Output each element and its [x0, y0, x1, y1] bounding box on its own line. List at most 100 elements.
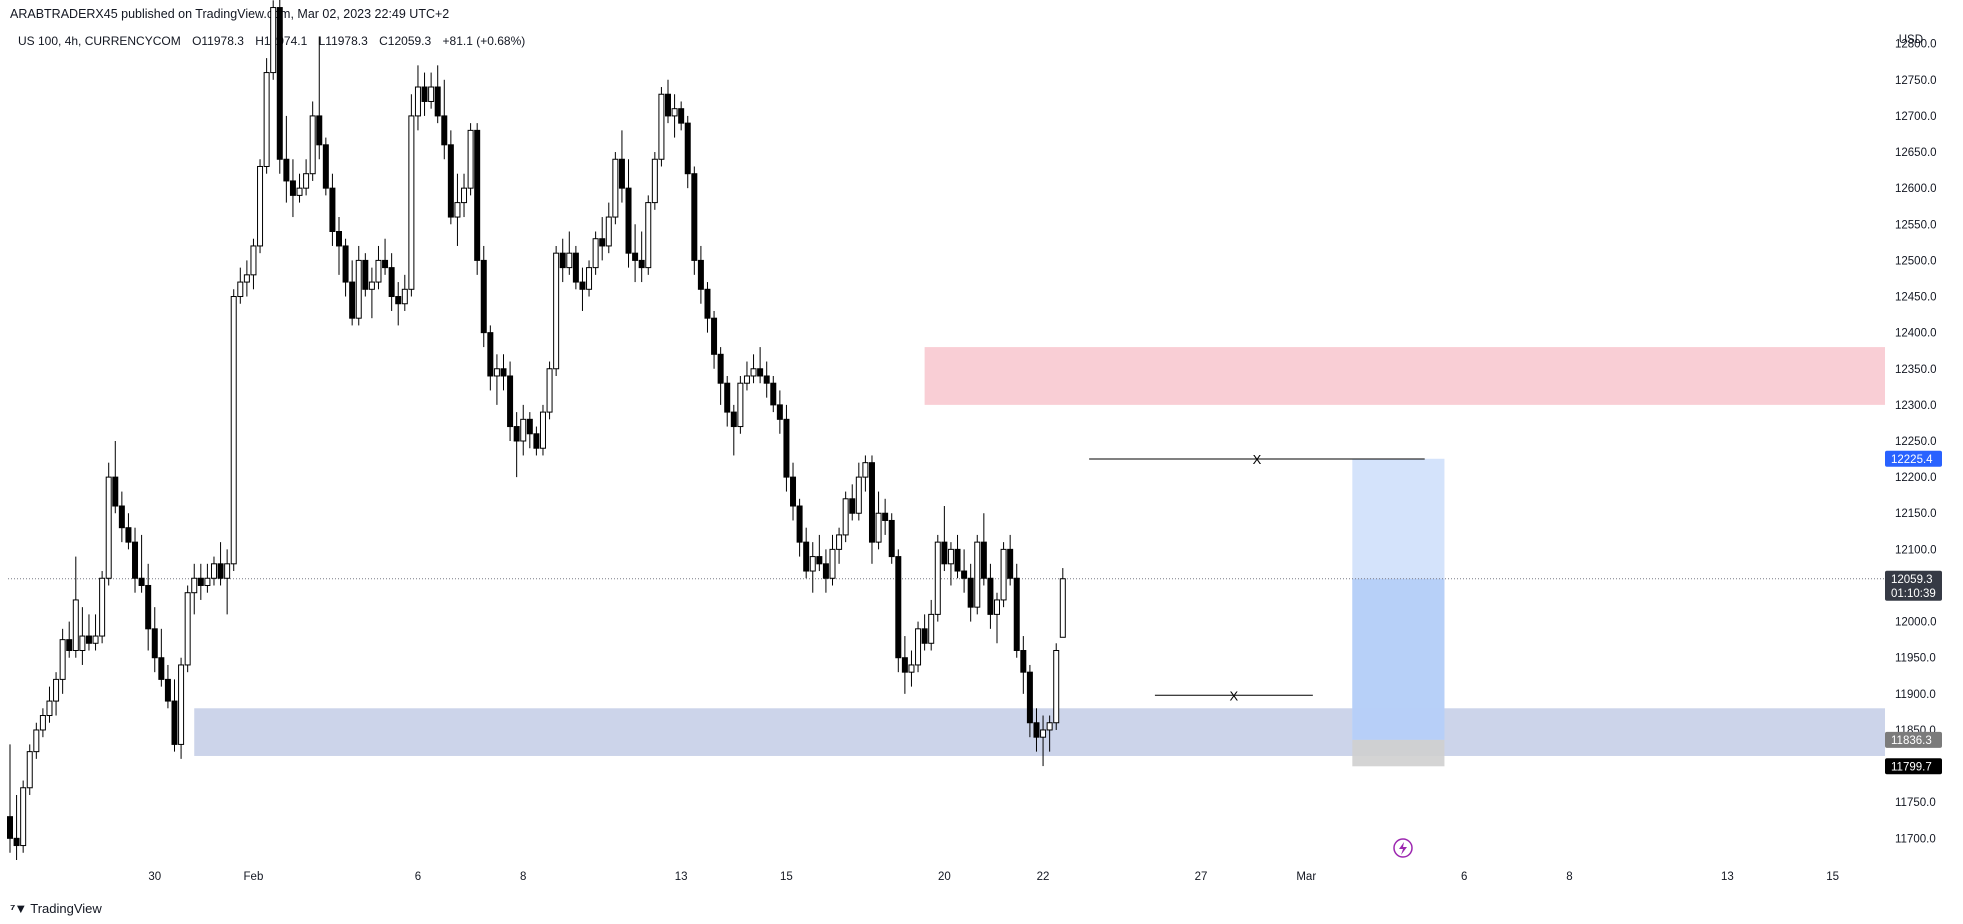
- y-tick-label: 12400.0: [1895, 328, 1937, 340]
- candle-body: [461, 187, 468, 204]
- supply-zone: [924, 347, 1885, 405]
- candle-body: [289, 180, 296, 196]
- y-tick-label: 12300.0: [1895, 400, 1937, 412]
- candle-body: [553, 252, 560, 370]
- y-tick-label: 12200.0: [1895, 472, 1937, 484]
- candle-body: [1040, 729, 1047, 738]
- y-tick-label: 12600.0: [1895, 183, 1937, 195]
- y-tick-label: 12550.0: [1895, 219, 1937, 231]
- candle-body: [1000, 548, 1007, 601]
- candle-body: [855, 476, 862, 514]
- candle-body: [263, 72, 270, 167]
- x-tick-label: Feb: [244, 871, 264, 883]
- candle-body: [862, 462, 869, 478]
- candle-body: [520, 418, 527, 442]
- candle-body: [671, 108, 678, 117]
- price-label-text: 11799.7: [1891, 761, 1932, 773]
- legend-symbol[interactable]: US 100, 4h, CURRENCYCOM: [18, 34, 181, 48]
- candle-body: [717, 353, 724, 384]
- annotations-layer: XX: [1089, 452, 1425, 703]
- candle-body: [586, 267, 593, 290]
- candle-body: [638, 259, 645, 269]
- candle-body: [803, 541, 810, 572]
- candle-body: [711, 317, 718, 355]
- candle-body: [743, 375, 750, 384]
- candle-body: [974, 541, 981, 608]
- candle-body: [46, 700, 53, 717]
- x-tick-label: 27: [1195, 871, 1208, 883]
- candle-body: [447, 144, 454, 218]
- candle-body: [434, 86, 441, 117]
- candle-body: [395, 296, 402, 305]
- time-axis[interactable]: 30 Feb 6 8 13 15 20 22 27 Mar 6 8 13 15: [148, 871, 1839, 883]
- candle-body: [164, 678, 171, 702]
- candle-body: [507, 375, 514, 428]
- candle-body: [178, 664, 185, 745]
- candle-body: [138, 577, 145, 586]
- candle-body: [132, 541, 139, 579]
- y-tick-label: 12800.0: [1895, 39, 1937, 51]
- candle-body: [605, 216, 612, 247]
- candle-body: [513, 426, 520, 442]
- x-tick-label: 13: [675, 871, 688, 883]
- y-tick-label: 12500.0: [1895, 255, 1937, 267]
- candle-body: [474, 129, 481, 261]
- candle-body: [921, 628, 928, 644]
- candle-body: [658, 93, 665, 160]
- candle-body: [1033, 722, 1040, 738]
- candle-body: [224, 563, 231, 579]
- candle-body: [724, 382, 731, 413]
- candle-body: [20, 787, 27, 847]
- legend-close: C12059.3: [379, 34, 432, 48]
- candle-body: [836, 534, 843, 550]
- candle-body: [322, 144, 329, 189]
- tradingview-logo[interactable]: ⁷▼ TradingView: [10, 901, 102, 916]
- candle-body: [493, 368, 500, 377]
- candle-body: [428, 86, 435, 102]
- candle-body: [316, 115, 323, 146]
- x-tick-label: 22: [1037, 871, 1050, 883]
- candle-body: [276, 7, 283, 160]
- stop-zone: [1352, 739, 1445, 767]
- candle-body: [526, 418, 533, 435]
- candle-body: [915, 628, 922, 666]
- candle-body: [487, 332, 494, 377]
- candle-body: [53, 678, 60, 702]
- candle-body: [645, 202, 652, 269]
- tradingview-logo-icon: ⁷▼: [10, 901, 27, 916]
- publish-info: ARABTRADERX45 published on TradingView.c…: [10, 7, 450, 21]
- candles-layer: [7, 0, 1066, 860]
- candle-body: [467, 129, 474, 189]
- price-label-last: [1885, 570, 1942, 601]
- candle-body: [355, 259, 362, 319]
- demand-zone: [194, 708, 1886, 756]
- candle-body: [500, 368, 507, 377]
- candle-body: [26, 751, 33, 789]
- candle-body: [737, 382, 744, 428]
- price-labels-layer: 12225.4 12059.3 01:10:39 11836.3 11799.7: [1885, 450, 1942, 775]
- price-axis[interactable]: 11700.011750.011800.011850.011900.011950…: [1895, 39, 1937, 846]
- y-tick-label: 11700.0: [1895, 833, 1936, 845]
- candle-body: [270, 7, 277, 74]
- candle-body: [842, 498, 849, 536]
- candle-body: [730, 411, 737, 428]
- candle-body: [217, 563, 224, 579]
- candle-body: [816, 556, 823, 565]
- candle-body: [39, 715, 46, 731]
- candle-body: [250, 245, 257, 276]
- candle-body: [796, 505, 803, 543]
- alert-lightning-icon[interactable]: [1393, 838, 1413, 858]
- price-label-text: 12059.3: [1891, 574, 1933, 586]
- candle-body: [158, 657, 165, 680]
- candle-body: [757, 368, 764, 377]
- candle-body: [66, 639, 73, 652]
- y-tick-label: 11750.0: [1895, 797, 1936, 809]
- price-label-text: 12225.4: [1891, 454, 1933, 466]
- candle-body: [665, 93, 671, 117]
- candle-body: [1053, 650, 1060, 724]
- candle-body: [868, 462, 875, 543]
- y-tick-label: 12700.0: [1895, 111, 1937, 123]
- candle-body: [763, 375, 770, 384]
- y-tick-label: 12000.0: [1895, 617, 1937, 629]
